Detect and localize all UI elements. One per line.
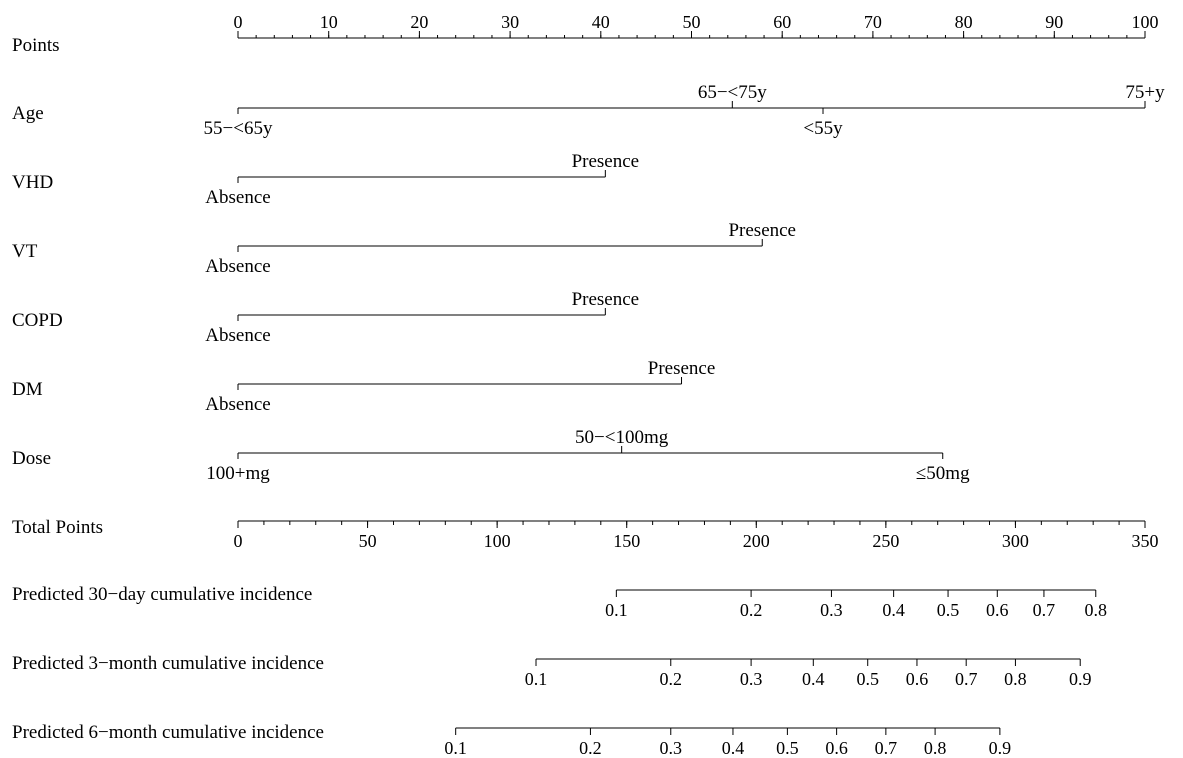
probability-axis-tick-label: 0.5 (856, 669, 879, 689)
probability-axis-label: Predicted 3−month cumulative incidence (12, 653, 324, 674)
points-axis-tick-label: 30 (501, 12, 519, 32)
probability-axis-tick-label: 0.1 (525, 669, 548, 689)
points-axis-tick-label: 60 (773, 12, 791, 32)
probability-axis-tick-label: 0.6 (906, 669, 929, 689)
probability-axis-tick-label: 0.7 (955, 669, 978, 689)
probability-axis-tick-label: 0.7 (875, 738, 898, 758)
probability-axis-tick-label: 0.4 (882, 600, 905, 620)
variable-level-label: Absence (205, 394, 270, 415)
variable-label: VT (12, 241, 38, 262)
variable-level-label: 65−<75y (698, 82, 767, 103)
probability-axis-tick-label: 0.3 (660, 738, 683, 758)
probability-axis-tick-label: 0.3 (740, 669, 763, 689)
variable-label: VHD (12, 172, 53, 193)
probability-axis-tick-label: 0.6 (986, 600, 1009, 620)
variable-level-label: Presence (572, 289, 640, 310)
probability-axis-tick-label: 0.7 (1033, 600, 1056, 620)
total-points-axis-label: Total Points (12, 517, 103, 538)
variable-level-label: 75+y (1125, 82, 1165, 103)
variable-label: COPD (12, 310, 63, 331)
probability-axis-tick-label: 0.1 (605, 600, 628, 620)
total-points-axis-tick-label: 50 (359, 531, 377, 551)
probability-axis-tick-label: 0.5 (776, 738, 799, 758)
variable-level-label: <55y (803, 118, 843, 139)
total-points-axis-tick-label: 300 (1002, 531, 1029, 551)
probability-axis-tick-label: 0.2 (579, 738, 602, 758)
probability-axis-tick-label: 0.4 (722, 738, 745, 758)
total-points-axis-tick-label: 100 (484, 531, 511, 551)
points-axis-tick-label: 50 (683, 12, 701, 32)
total-points-axis-tick-label: 150 (613, 531, 640, 551)
total-points-axis-tick-label: 200 (743, 531, 770, 551)
probability-axis-tick-label: 0.8 (1004, 669, 1027, 689)
variable-level-label: Absence (205, 256, 270, 277)
points-axis-tick-label: 90 (1045, 12, 1063, 32)
total-points-axis-tick-label: 0 (234, 531, 243, 551)
probability-axis-tick-label: 0.9 (1069, 669, 1092, 689)
probability-axis-tick-label: 0.5 (937, 600, 960, 620)
points-axis-tick-label: 80 (955, 12, 973, 32)
points-axis-tick-label: 0 (234, 12, 243, 32)
probability-axis-tick-label: 0.8 (924, 738, 947, 758)
points-axis-tick-label: 70 (864, 12, 882, 32)
points-axis-tick-label: 10 (320, 12, 338, 32)
variable-label: Dose (12, 448, 51, 469)
probability-axis-tick-label: 0.4 (802, 669, 825, 689)
variable-level-label: 100+mg (206, 463, 270, 484)
probability-axis-tick-label: 0.6 (825, 738, 848, 758)
variable-level-label: ≤50mg (916, 463, 970, 484)
variable-level-label: Presence (572, 151, 640, 172)
points-axis-tick-label: 20 (410, 12, 428, 32)
variable-label: Age (12, 103, 44, 124)
variable-level-label: 55−<65y (204, 118, 273, 139)
probability-axis-label: Predicted 6−month cumulative incidence (12, 722, 324, 743)
probability-axis-tick-label: 0.8 (1085, 600, 1108, 620)
points-axis-tick-label: 40 (592, 12, 610, 32)
variable-label: DM (12, 379, 43, 400)
variable-level-label: Presence (648, 358, 716, 379)
variable-level-label: Absence (205, 187, 270, 208)
probability-axis-label: Predicted 30−day cumulative incidence (12, 584, 312, 605)
probability-axis-tick-label: 0.1 (444, 738, 467, 758)
variable-level-label: Presence (728, 220, 796, 241)
probability-axis-tick-label: 0.2 (660, 669, 683, 689)
probability-axis-tick-label: 0.3 (820, 600, 843, 620)
points-axis-label: Points (12, 35, 60, 56)
variable-level-label: Absence (205, 325, 270, 346)
total-points-axis-tick-label: 250 (872, 531, 899, 551)
probability-axis-tick-label: 0.2 (740, 600, 763, 620)
variable-level-label: 50−<100mg (575, 427, 669, 448)
points-axis-tick-label: 100 (1132, 12, 1159, 32)
total-points-axis-tick-label: 350 (1132, 531, 1159, 551)
probability-axis-tick-label: 0.9 (989, 738, 1012, 758)
